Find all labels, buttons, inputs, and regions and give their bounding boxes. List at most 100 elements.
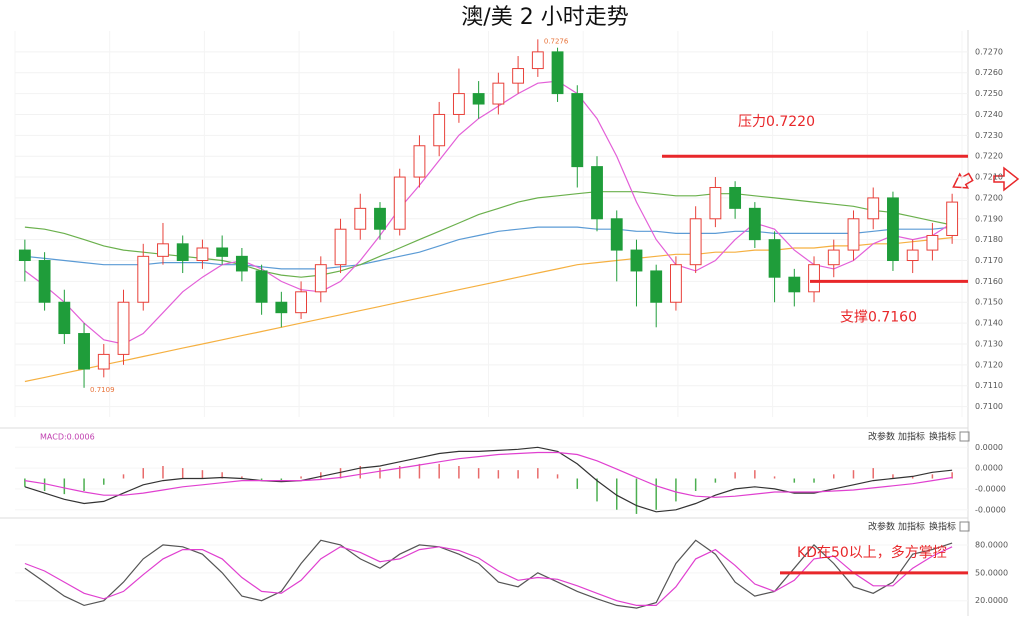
candle-body (78, 333, 90, 370)
candle-body (887, 197, 899, 262)
button[interactable]: 换指标 (929, 521, 956, 533)
y-tick-label: -0.0000 (975, 505, 1006, 514)
candle-body (97, 353, 110, 370)
line-series (24, 80, 953, 345)
y-tick-label: 0.7210 (975, 173, 1003, 182)
button[interactable]: 换指标 (929, 431, 956, 443)
candle-body (531, 51, 544, 70)
y-tick-label: 0.0000 (975, 464, 1003, 473)
line-series (24, 446, 953, 513)
candle-body (216, 247, 229, 257)
y-tick-label: 0.7220 (975, 152, 1003, 161)
y-tick-label: 0.7150 (975, 298, 1003, 307)
y-tick-label: 0.7240 (975, 110, 1003, 119)
line-series (24, 237, 953, 383)
macd-label: MACD:0.0006 (40, 433, 95, 442)
y-tick-label: 0.7250 (975, 89, 1003, 98)
line-series (24, 226, 953, 270)
y-tick-label: 0.7110 (975, 381, 1003, 390)
candle-body (334, 228, 347, 266)
candle-body (433, 113, 446, 147)
annotation-text: 压力0.7220 (738, 114, 815, 130)
candle-body (295, 291, 307, 314)
y-tick-label: 0.7160 (975, 277, 1003, 286)
candle-body (58, 301, 71, 335)
candle-body (630, 249, 643, 272)
y-tick-label: 0.0000 (975, 443, 1003, 452)
y-tick-label: -0.0000 (975, 484, 1006, 493)
candle-body (374, 207, 386, 230)
button[interactable]: 改参数 (868, 431, 895, 443)
y-tick-label: 50.0000 (975, 568, 1008, 577)
candle-body (354, 207, 367, 230)
candle-body (314, 264, 327, 293)
peak-label: 0.7276 (544, 37, 569, 45)
candle-body (275, 301, 288, 314)
candle-body (571, 93, 584, 168)
y-tick-label: 0.7200 (975, 193, 1003, 202)
candle-body (788, 276, 801, 293)
line-series (24, 539, 953, 609)
y-tick-label: 0.7100 (975, 402, 1003, 411)
candle-body (235, 255, 248, 272)
button[interactable]: 加指标 (898, 521, 925, 533)
candle-body (117, 301, 130, 355)
y-tick-label: 0.7230 (975, 131, 1003, 140)
line-series (24, 546, 953, 606)
candle-body (255, 270, 268, 303)
button[interactable]: 加指标 (898, 431, 925, 443)
line-series (24, 451, 953, 498)
arrow-icon (952, 172, 974, 189)
candle-body (176, 243, 189, 262)
candle-body (196, 247, 209, 262)
candle-body (393, 176, 406, 230)
candle-body (610, 218, 623, 251)
candle-body (808, 264, 820, 293)
candle-body (413, 145, 426, 178)
close-button[interactable] (959, 521, 970, 532)
y-tick-label: 0.7270 (975, 47, 1003, 56)
candle-body (867, 197, 880, 220)
candle-body (709, 186, 722, 220)
candle-body (926, 234, 939, 251)
candle-body (157, 243, 169, 257)
annotation-text: 支撑0.7160 (840, 309, 917, 325)
candle-body (768, 239, 781, 278)
candle-body (946, 201, 959, 236)
annotation-text: KD在50以上，多方掌控 (797, 544, 947, 561)
nav-arrow[interactable] (993, 166, 1020, 192)
trough-label: 0.7109 (90, 386, 115, 394)
y-tick-label: 0.7180 (975, 235, 1003, 244)
y-tick-label: 0.7120 (975, 360, 1003, 369)
candle-body (906, 249, 919, 262)
candle-body (512, 68, 525, 84)
y-tick-label: 0.7140 (975, 319, 1003, 328)
y-tick-label: 0.7190 (975, 214, 1003, 223)
y-tick-label: 0.7130 (975, 339, 1003, 348)
y-tick-label: 80.0000 (975, 540, 1008, 549)
candle-body (591, 166, 603, 220)
candle-body (670, 264, 682, 303)
y-tick-label: 0.7260 (975, 68, 1003, 77)
candle-body (38, 260, 51, 303)
candle-body (689, 218, 702, 266)
candle-body (452, 93, 465, 115)
candle-body (650, 270, 663, 303)
candle-body (472, 93, 485, 105)
button[interactable]: 改参数 (868, 521, 895, 533)
panel-buttons: 改参数 加指标 换指标 改参数 加指标 换指标 (868, 431, 970, 533)
candle-body (729, 186, 742, 209)
candle-body (827, 249, 840, 266)
chart-title: 澳/美 2 小时走势 (461, 5, 628, 30)
close-button[interactable] (959, 431, 970, 442)
y-tick-label: 0.7170 (975, 256, 1003, 265)
candle-body (847, 218, 860, 251)
y-tick-label: 20.0000 (975, 596, 1008, 605)
candle-body (748, 207, 761, 241)
candle-body (18, 249, 31, 262)
candle-body (137, 255, 150, 303)
candle-body (551, 51, 564, 95)
candle-body (492, 82, 505, 105)
